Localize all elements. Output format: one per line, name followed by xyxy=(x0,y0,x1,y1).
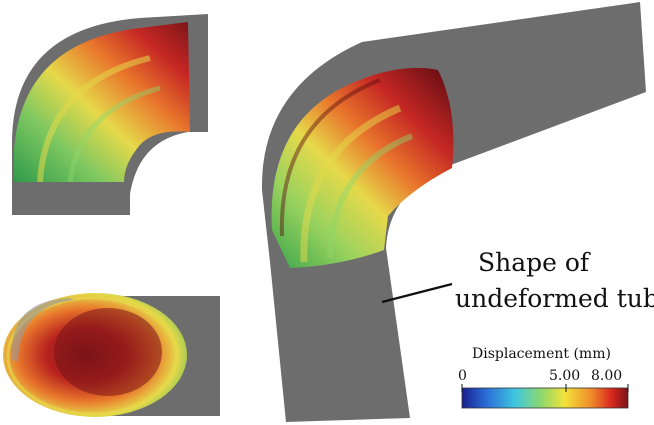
top-left-view xyxy=(12,14,208,215)
top-left-tube-strip xyxy=(12,182,130,215)
bottom-left-view xyxy=(3,293,220,417)
right-band xyxy=(327,133,414,259)
colorbar-gradient xyxy=(461,387,629,409)
annotation-leader-line xyxy=(381,282,453,304)
annotation-line-2: undeformed tube xyxy=(455,284,654,313)
right-band xyxy=(279,78,381,237)
colorbar-tick-label-8: 8.00 xyxy=(591,368,623,384)
bottom-left-edge xyxy=(11,298,74,362)
colorbar xyxy=(461,384,629,409)
top-left-band xyxy=(67,85,161,183)
bottom-left-rim xyxy=(6,296,178,416)
right-view xyxy=(261,2,646,422)
colorbar-tick-label-0: 0 xyxy=(458,368,467,384)
colorbar-tick-label-5: 5.00 xyxy=(549,368,581,384)
top-left-band xyxy=(37,55,151,183)
right-band xyxy=(300,104,402,263)
bottom-left-inner xyxy=(54,308,162,396)
annotation-line-1: Shape of xyxy=(478,248,590,277)
right-deformed-surface xyxy=(271,67,454,268)
colorbar-title: Displacement (mm) xyxy=(472,346,611,362)
